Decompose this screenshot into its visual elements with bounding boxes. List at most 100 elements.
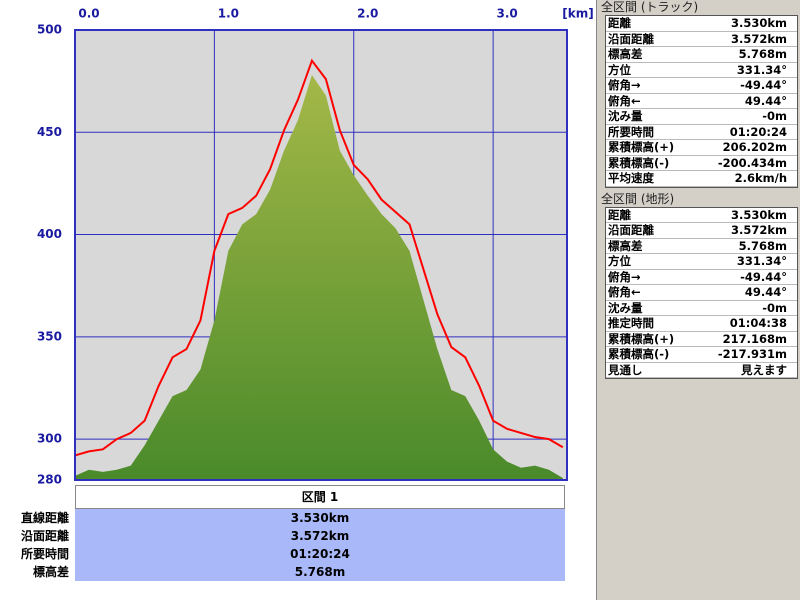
row-label: 累積標高(+) (608, 140, 675, 154)
panel-row: 推定時間 01:04:38 (606, 316, 797, 332)
x-tick-label: 2.0 (357, 7, 378, 21)
row-value: 5.768m (738, 47, 787, 61)
row-value: -0m (762, 109, 787, 123)
panel-row: 累積標高(-) -200.434m (606, 155, 797, 171)
row-label: 俯角← (608, 93, 641, 108)
row-value: -0m (762, 300, 787, 315)
row-label: 俯角→ (608, 269, 641, 284)
row-label: 沈み量 (608, 109, 643, 123)
x-tick-label: 3.0 (496, 7, 517, 21)
y-tick-label: 450 (37, 125, 62, 139)
row-label: 沿面距離 (608, 223, 654, 237)
panel-row: 俯角← 49.44° (606, 93, 797, 109)
panel-row: 沈み量 -0m (606, 300, 797, 316)
row-label: 累積標高(-) (608, 347, 670, 361)
row-label: 平均速度 (608, 171, 654, 185)
row-value: -49.44° (740, 269, 787, 284)
panel-row: 累積標高(+) 206.202m (606, 140, 797, 156)
row-label: 標高差 (0, 563, 69, 581)
section-row: 沿面距離 3.572km (0, 527, 565, 545)
panel-row: 俯角→ -49.44° (606, 78, 797, 94)
panel-row: 俯角→ -49.44° (606, 269, 797, 285)
row-label: 距離 (608, 16, 631, 30)
row-label: 方位 (608, 254, 631, 268)
y-tick-label: 350 (37, 329, 62, 343)
panel-title: 全区間 (地形) (601, 191, 675, 206)
panel-table: 距離 3.530km 沿面距離 3.572km 標高差 5.768m 方位 331.34° 俯角… (605, 15, 798, 188)
panel-row: 沈み量 -0m (606, 109, 797, 125)
panel-row: 距離 3.530km (606, 207, 797, 223)
row-value: 49.44° (744, 93, 787, 108)
section-table: 区間 1 直線距離 3.530km 沿面距離 3.572km 所要時間 01:20:24 標… (0, 485, 565, 581)
panel-row: 俯角← 49.44° (606, 285, 797, 301)
section-row: 直線距離 3.530km (0, 509, 565, 527)
panel-row: 累積標高(+) 217.168m (606, 331, 797, 347)
row-value: 3.572km (730, 223, 787, 237)
panel-row: 所要時間 01:20:24 (606, 124, 797, 140)
row-value: -217.931m (717, 347, 787, 361)
panel-title: 全区間 (トラック) (601, 0, 699, 14)
row-label: 直線距離 (0, 509, 69, 527)
track-line (74, 58, 564, 457)
row-value: 206.202m (722, 140, 787, 154)
row-value: 01:20:24 (290, 547, 350, 561)
row-value: 331.34° (736, 62, 787, 77)
row-label: 沈み量 (608, 300, 643, 315)
row-label: 標高差 (608, 238, 643, 253)
panel-row: 距離 3.530km (606, 16, 797, 32)
row-value: 3.530km (730, 207, 787, 222)
y-tick-label: 500 (37, 23, 62, 37)
row-label: 沿面距離 (608, 31, 654, 46)
panel-row: 標高差 5.768m (606, 238, 797, 254)
row-value: 3.530km (290, 511, 350, 525)
row-value: 3.572km (730, 31, 787, 46)
row-label: 所要時間 (0, 545, 69, 563)
row-label: 俯角→ (608, 78, 641, 92)
row-value: 01:04:38 (729, 316, 787, 330)
y-tick-label: 300 (37, 432, 62, 446)
y-tick-label: 400 (37, 227, 62, 241)
row-label: 累積標高(-) (608, 155, 670, 170)
row-value: 5.768m (738, 238, 787, 253)
row-value: 01:20:24 (729, 124, 787, 139)
row-value: 3.530km (730, 16, 787, 30)
row-value: -200.434m (717, 155, 787, 170)
x-tick-label: 1.0 (218, 7, 239, 21)
y-tick-label: 280 (37, 473, 62, 487)
panel-row: 沿面距離 3.572km (606, 31, 797, 47)
chart: [km] 280 300 350 400 450 500 0.0 1.0 2.0 3.0 (37, 7, 594, 487)
row-value: 3.572km (290, 529, 350, 543)
section-row: 標高差 5.768m (0, 563, 565, 581)
row-value: 見えます (741, 362, 787, 377)
row-value: -49.44° (740, 78, 787, 92)
panel-row: 標高差 5.768m (606, 47, 797, 63)
panel-row: 見通し 見えます (606, 362, 797, 378)
row-value: 2.6km/h (734, 171, 787, 185)
plot-area (74, 29, 568, 481)
terrain-area (75, 75, 563, 480)
x-tick-label: 0.0 (78, 7, 99, 21)
x-axis-label: [km] (562, 7, 593, 21)
row-label: 俯角← (608, 285, 641, 299)
section-row: 所要時間 01:20:24 (0, 545, 565, 563)
row-label: 所要時間 (608, 124, 654, 139)
row-label: 標高差 (608, 47, 643, 61)
side-panel: 全区間 (トラック) 距離 3.530km 沿面距離 3.572km 標高差 5.768m 方… (596, 0, 800, 600)
panel-row: 方位 331.34° (606, 62, 797, 78)
row-label: 沿面距離 (0, 527, 69, 545)
row-label: 見通し (608, 362, 643, 377)
section-header: 区間 1 (75, 485, 565, 509)
row-label: 距離 (608, 207, 631, 222)
row-value: 217.168m (722, 331, 787, 346)
row-value: 331.34° (736, 254, 787, 268)
row-value: 49.44° (744, 285, 787, 299)
panel-table: 距離 3.530km 沿面距離 3.572km 標高差 5.768m 方位 331.34° 俯角… (605, 206, 798, 379)
panel-row: 方位 331.34° (606, 254, 797, 270)
panel-row: 累積標高(-) -217.931m (606, 347, 797, 363)
row-label: 推定時間 (608, 316, 654, 330)
row-label: 方位 (608, 62, 631, 77)
row-value: 5.768m (294, 565, 346, 579)
panel-row: 沿面距離 3.572km (606, 223, 797, 239)
panel-row: 平均速度 2.6km/h (606, 171, 797, 187)
